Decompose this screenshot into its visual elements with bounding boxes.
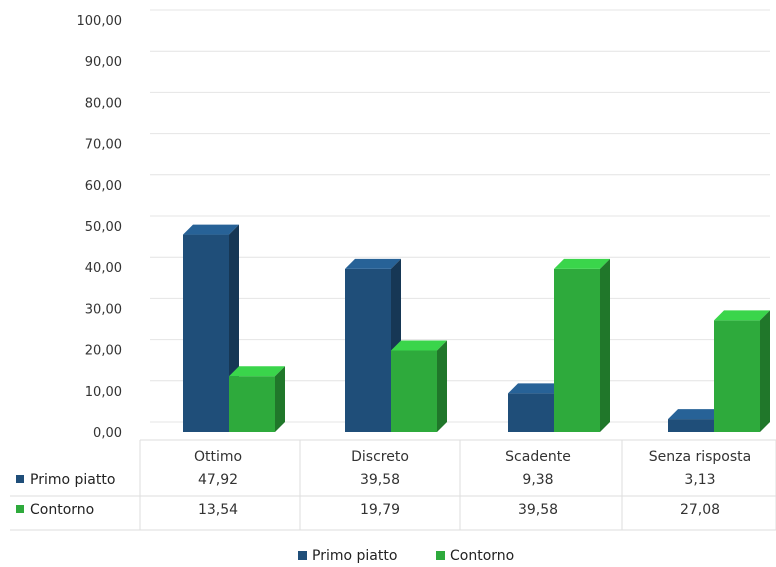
bar-side-face xyxy=(600,258,610,432)
y-tick-label: 20,00 xyxy=(85,344,122,359)
legend-key-icon xyxy=(16,475,24,483)
table-row-label: Primo piatto xyxy=(30,472,115,488)
legend-swatch-icon xyxy=(298,551,307,560)
y-tick-label: 50,00 xyxy=(85,220,122,235)
data-label: 47,92 xyxy=(198,472,238,488)
data-label: 9,38 xyxy=(522,472,553,488)
bar-primo-piatto xyxy=(345,268,391,432)
bar-primo-piatto xyxy=(508,393,554,432)
bar-side-face xyxy=(760,310,770,432)
bar-contorno xyxy=(554,268,600,432)
bar-side-face xyxy=(437,340,447,432)
bar-top-face xyxy=(183,224,239,235)
legend-swatch-icon xyxy=(436,551,445,560)
bar-primo-piatto xyxy=(668,419,714,432)
bar-top-face xyxy=(554,258,610,269)
data-label: 27,08 xyxy=(680,502,720,518)
bar-primo-piatto xyxy=(183,234,229,432)
y-tick-label: 80,00 xyxy=(85,96,122,111)
y-tick-label: 70,00 xyxy=(85,138,122,153)
bar-top-face xyxy=(714,310,770,321)
category-label: Senza risposta xyxy=(649,449,752,465)
y-tick-label: 40,00 xyxy=(85,261,122,276)
legend-label: Primo piatto xyxy=(312,548,397,564)
bar-top-face xyxy=(508,383,564,394)
bar-top-face xyxy=(345,258,401,269)
bar-contorno xyxy=(229,376,275,432)
category-label: Discreto xyxy=(351,449,409,465)
data-label: 13,54 xyxy=(198,502,238,518)
data-label: 39,58 xyxy=(518,502,558,518)
bar-top-face xyxy=(391,340,447,351)
bar-contorno xyxy=(391,350,437,432)
y-tick-label: 90,00 xyxy=(85,55,122,70)
category-label: Ottimo xyxy=(194,449,242,465)
data-label: 39,58 xyxy=(360,472,400,488)
data-label: 19,79 xyxy=(360,502,400,518)
legend-label: Contorno xyxy=(450,548,514,564)
data-label: 3,13 xyxy=(684,472,715,488)
table-row-label: Contorno xyxy=(30,502,94,518)
bar-contorno xyxy=(714,320,760,432)
bar-top-face xyxy=(229,366,285,377)
y-tick-label: 30,00 xyxy=(85,302,122,317)
category-label: Scadente xyxy=(505,449,571,465)
y-tick-label: 10,00 xyxy=(85,385,122,400)
y-tick-label: 0,00 xyxy=(93,426,122,441)
bar-top-face xyxy=(668,409,724,420)
legend-key-icon xyxy=(16,505,24,513)
y-tick-label: 60,00 xyxy=(85,179,122,194)
y-tick-label: 100,00 xyxy=(77,14,123,29)
bar-side-face xyxy=(275,366,285,432)
